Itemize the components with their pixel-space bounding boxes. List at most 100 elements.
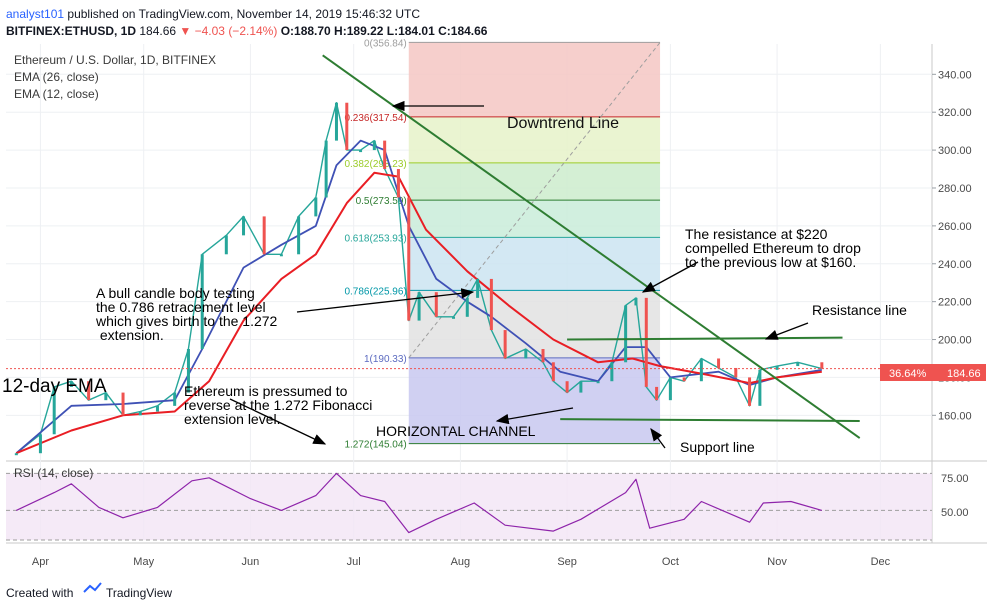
x-tick-label: Sep xyxy=(557,556,577,568)
price-candle xyxy=(396,169,400,198)
annotation-arrow xyxy=(764,322,809,340)
price-candle xyxy=(224,235,228,255)
price-candle xyxy=(476,278,480,298)
price-candle xyxy=(775,366,779,370)
price-candle xyxy=(200,254,204,350)
x-tick-label: Jul xyxy=(347,556,361,568)
y-tick-label: 220.00 xyxy=(938,297,972,309)
annotation-arrow xyxy=(229,398,327,445)
price-candle xyxy=(383,140,387,170)
footer-brand[interactable]: TradingView xyxy=(106,586,172,600)
price-candle xyxy=(565,381,569,393)
header-ohlc: O:188.70 H:189.22 L:184.01 C:184.66 xyxy=(281,24,488,38)
price-candle xyxy=(121,392,125,416)
rsi-label: RSI (14, close) xyxy=(14,466,93,480)
rsi-pane xyxy=(6,472,932,541)
fib-zone xyxy=(408,357,661,444)
price-candle xyxy=(758,369,762,406)
price-candle xyxy=(297,216,301,255)
header-line-1: analyst101 published on TradingView.com,… xyxy=(6,7,420,21)
fib-level-label: 0.786(225.96) xyxy=(344,286,406,297)
price-candle xyxy=(524,349,528,359)
price-candle xyxy=(52,386,56,435)
price-candle xyxy=(610,362,614,382)
price-candle xyxy=(551,362,555,382)
annotation-bull-candle-1: A bull candle body testing xyxy=(96,285,255,301)
y-tick-label: 240.00 xyxy=(938,259,972,271)
legend-ema12: EMA (12, close) xyxy=(14,87,99,101)
annotation-pressured-1: Ethereum is pressumed to xyxy=(184,383,348,399)
price-candle xyxy=(717,358,721,368)
annotation-resistance-line: Resistance line xyxy=(812,302,907,318)
fib-level-label: 0.618(253.93) xyxy=(344,233,406,244)
ema26-line xyxy=(15,171,822,455)
fib-level-label: 1.272(145.04) xyxy=(344,440,406,451)
price-candle xyxy=(262,216,266,255)
price-candle xyxy=(38,434,42,454)
annotation-bull-candle-3: which gives birth to the 1.272 xyxy=(95,313,278,329)
annotation-bull-candle-4: extension. xyxy=(96,327,164,343)
price-candle xyxy=(138,411,142,416)
fib-level-label: 0.382(293.23) xyxy=(344,159,406,170)
price-candle xyxy=(503,330,507,359)
price-candle xyxy=(324,140,328,198)
header-line-2: BITFINEX:ETHUSD, 1D 184.66 ▼ −4.03 (−2.1… xyxy=(6,24,488,38)
header-symbol: BITFINEX:ETHUSD, 1D xyxy=(6,24,136,38)
price-badge xyxy=(880,364,986,381)
price-candle xyxy=(820,362,824,369)
annotation-arrow xyxy=(495,407,574,425)
rsi-tick-50: 50.00 xyxy=(941,507,969,519)
price-candle xyxy=(489,278,493,331)
y-tick-label: 160.00 xyxy=(938,410,972,422)
fib-level-label: 1(190.33) xyxy=(364,354,407,365)
price-candle xyxy=(186,349,190,393)
price-candle xyxy=(748,377,752,406)
price-candle xyxy=(279,254,283,257)
price-candle xyxy=(541,349,545,363)
price-candle xyxy=(155,405,159,412)
price-badge-pct: 36.64% xyxy=(889,368,927,380)
price-candle xyxy=(465,297,469,317)
price-candle xyxy=(407,197,411,321)
price-candle xyxy=(434,292,438,317)
annotation-bull-candle-2: the 0.786 retracement level xyxy=(96,299,266,315)
fib-zone xyxy=(408,42,661,117)
rsi-line xyxy=(16,472,822,534)
y-tick-label: 200.00 xyxy=(938,335,972,347)
rsi-tick-75: 75.00 xyxy=(941,473,969,485)
price-candle xyxy=(104,392,108,401)
fib-zone xyxy=(408,237,661,291)
price-candle xyxy=(796,362,800,367)
y-tick-label: 320.00 xyxy=(938,107,972,119)
header-user[interactable]: analyst101 xyxy=(6,7,64,21)
price-candle xyxy=(417,292,421,321)
price-candle xyxy=(314,197,318,217)
y-tick-label: 260.00 xyxy=(938,221,972,233)
price-candle xyxy=(452,316,456,319)
fib-zone xyxy=(408,116,661,163)
price-candle xyxy=(14,453,18,456)
x-tick-label: Aug xyxy=(451,556,471,568)
header-change: ▼ −4.03 (−2.14%) xyxy=(179,24,277,38)
price-candle xyxy=(69,381,73,387)
price-candle xyxy=(87,381,91,401)
x-tick-label: Dec xyxy=(871,556,891,568)
price-candle xyxy=(359,150,363,153)
price-candle xyxy=(634,297,638,306)
support-line xyxy=(560,418,860,423)
annotation-ema12: 12-day EMA xyxy=(2,376,107,397)
annotation-pressured-2: reverse at the 1.272 Fibonacci xyxy=(184,397,372,413)
annotation-channel: HORIZONTAL CHANNEL xyxy=(376,423,536,439)
price-candle xyxy=(242,216,246,236)
legend-ema26: EMA (26, close) xyxy=(14,70,99,84)
fib-level-label: 0.236(317.54) xyxy=(344,113,406,124)
price-candle xyxy=(334,102,338,141)
annotation-arrow xyxy=(641,261,699,293)
price-candle xyxy=(699,358,703,382)
axes: 340.00 320.00 300.00 280.00 260.00 240.00 220.… xyxy=(32,69,972,568)
y-tick-label: 300.00 xyxy=(938,145,972,157)
downtrend-line xyxy=(322,54,861,439)
price-candle xyxy=(668,377,672,401)
x-tick-label: Jun xyxy=(242,556,260,568)
